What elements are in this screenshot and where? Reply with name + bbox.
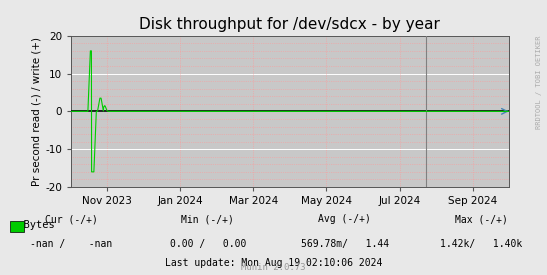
Text: 0.00 /   0.00: 0.00 / 0.00 [170,239,246,249]
Text: Bytes: Bytes [11,220,55,230]
Text: Min (-/+): Min (-/+) [182,214,234,224]
Text: 569.78m/   1.44: 569.78m/ 1.44 [300,239,389,249]
Text: -nan /    -nan: -nan / -nan [30,239,112,249]
Title: Disk throughput for /dev/sdcx - by year: Disk throughput for /dev/sdcx - by year [139,17,440,32]
Text: RRDTOOL / TOBI OETIKER: RRDTOOL / TOBI OETIKER [536,36,542,129]
Text: Last update: Mon Aug 19 02:10:06 2024: Last update: Mon Aug 19 02:10:06 2024 [165,258,382,268]
Y-axis label: Pr second read (-) / write (+): Pr second read (-) / write (+) [31,37,41,186]
Text: 1.42k/   1.40k: 1.42k/ 1.40k [440,239,522,249]
Text: Max (-/+): Max (-/+) [455,214,508,224]
Text: Munin 2.0.73: Munin 2.0.73 [241,263,306,272]
Text: Avg (-/+): Avg (-/+) [318,214,371,224]
Text: Cur (-/+): Cur (-/+) [45,214,97,224]
